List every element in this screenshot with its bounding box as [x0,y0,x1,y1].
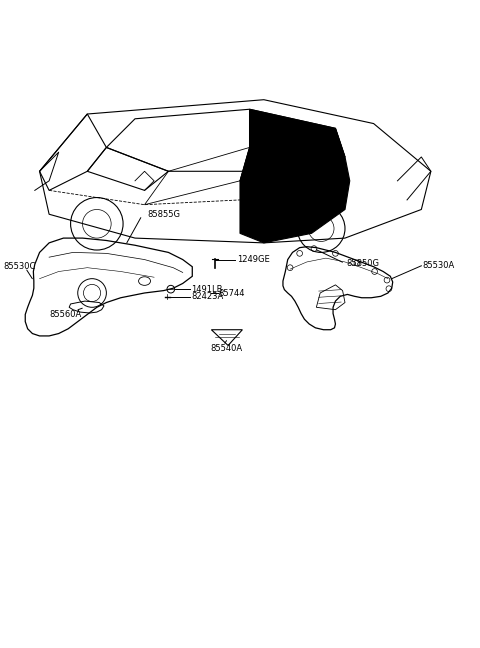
Text: 85744: 85744 [218,289,245,298]
Text: 1491LB: 1491LB [192,284,223,294]
Text: 1249GE: 1249GE [237,255,269,264]
Text: 85530C: 85530C [4,262,36,272]
Text: 85560A: 85560A [49,310,82,319]
Text: 82423A: 82423A [192,292,224,301]
Text: 85855G: 85855G [147,210,180,219]
Polygon shape [240,110,350,243]
Text: 85540A: 85540A [210,344,242,353]
Text: 85850G: 85850G [346,259,379,268]
Text: 85530A: 85530A [422,261,455,270]
